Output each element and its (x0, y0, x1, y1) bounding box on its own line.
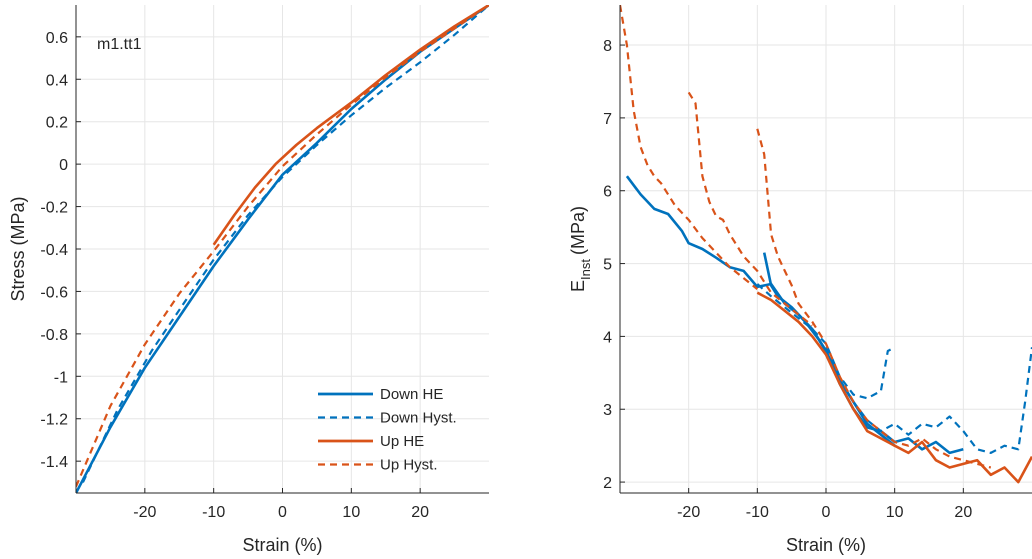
y-tick-label: 3 (603, 402, 612, 419)
y-tick-label: -1 (54, 369, 68, 386)
series-line-down-hyst (824, 346, 1032, 454)
y-tick-label: 4 (603, 329, 612, 346)
y-tick-label: 7 (603, 111, 612, 128)
y-axis-label-unit: (MPa) (568, 206, 588, 255)
y-tick-label: 8 (603, 38, 612, 55)
y-axis-label: EInst (MPa) (568, 206, 593, 292)
series-group (620, 5, 1032, 484)
y-tick-label: 5 (603, 257, 612, 274)
x-tick-label: -10 (746, 504, 769, 521)
x-tick-label: 0 (278, 504, 287, 521)
x-axis-label: Strain (%) (786, 535, 866, 555)
series-group (76, 5, 489, 493)
x-axis-label: Strain (%) (242, 535, 322, 555)
y-axis-label-main: E (568, 280, 588, 292)
series-line-down-he (76, 5, 489, 493)
legend-label: Down HE (380, 386, 443, 403)
y-tick-label: 0 (59, 157, 68, 174)
y-axis-label: Stress (MPa) (8, 196, 28, 301)
x-tick-label: 20 (954, 504, 972, 521)
y-tick-label: 0.6 (46, 30, 68, 47)
series-line-up-hyst (620, 5, 758, 290)
series-line-up-hyst (756, 128, 992, 469)
x-tick-label: 20 (411, 504, 429, 521)
series-line-up-hyst (76, 5, 489, 488)
panel-annotation: m1.tt1 (97, 36, 142, 53)
y-tick-label: 2 (603, 475, 612, 492)
y-tick-label: -0.8 (40, 327, 68, 344)
legend: Down HE Down Hyst. Up HE Up Hyst. (318, 386, 457, 474)
series-line-up-hyst (687, 91, 813, 327)
plot-stress-strain: -20 -10 0 10 20 0.6 0.4 0.2 0 -0.2 -0.4 -0.6 -0.8 -1 -… (8, 5, 489, 555)
x-tick-label: 0 (822, 504, 831, 521)
plot-instantaneous-modulus: -20 -10 0 10 20 8 7 6 5 4 3 2 Strain (%) EInst (MPa) (568, 5, 1032, 555)
series-line-down-he (762, 252, 964, 455)
y-tick-label: 6 (603, 184, 612, 201)
series-line-up-he (756, 291, 1032, 484)
x-tick-label: 10 (342, 504, 360, 521)
x-tick-label: -10 (202, 504, 225, 521)
legend-label: Up HE (380, 433, 424, 450)
y-tick-label: -0.2 (40, 200, 68, 217)
y-tick-label: -0.4 (40, 242, 68, 259)
legend-label: Up Hyst. (380, 457, 438, 474)
series-line-down-he (625, 175, 896, 447)
x-tick-label: 10 (886, 504, 904, 521)
y-axis-label-subscript: Inst (578, 259, 593, 280)
x-tick-label: -20 (133, 504, 156, 521)
series-line-down-hyst (756, 283, 896, 400)
y-tick-label: -0.6 (40, 284, 68, 301)
y-tick-label: -1.2 (40, 412, 68, 429)
legend-label: Down Hyst. (380, 410, 457, 427)
series-line-down-hyst (81, 5, 489, 483)
y-tick-label: 0.2 (46, 115, 68, 132)
x-tick-label: -20 (677, 504, 700, 521)
y-tick-label: -1.4 (40, 454, 68, 471)
y-tick-label: 0.4 (46, 72, 68, 89)
series-line-up-he (212, 5, 489, 246)
